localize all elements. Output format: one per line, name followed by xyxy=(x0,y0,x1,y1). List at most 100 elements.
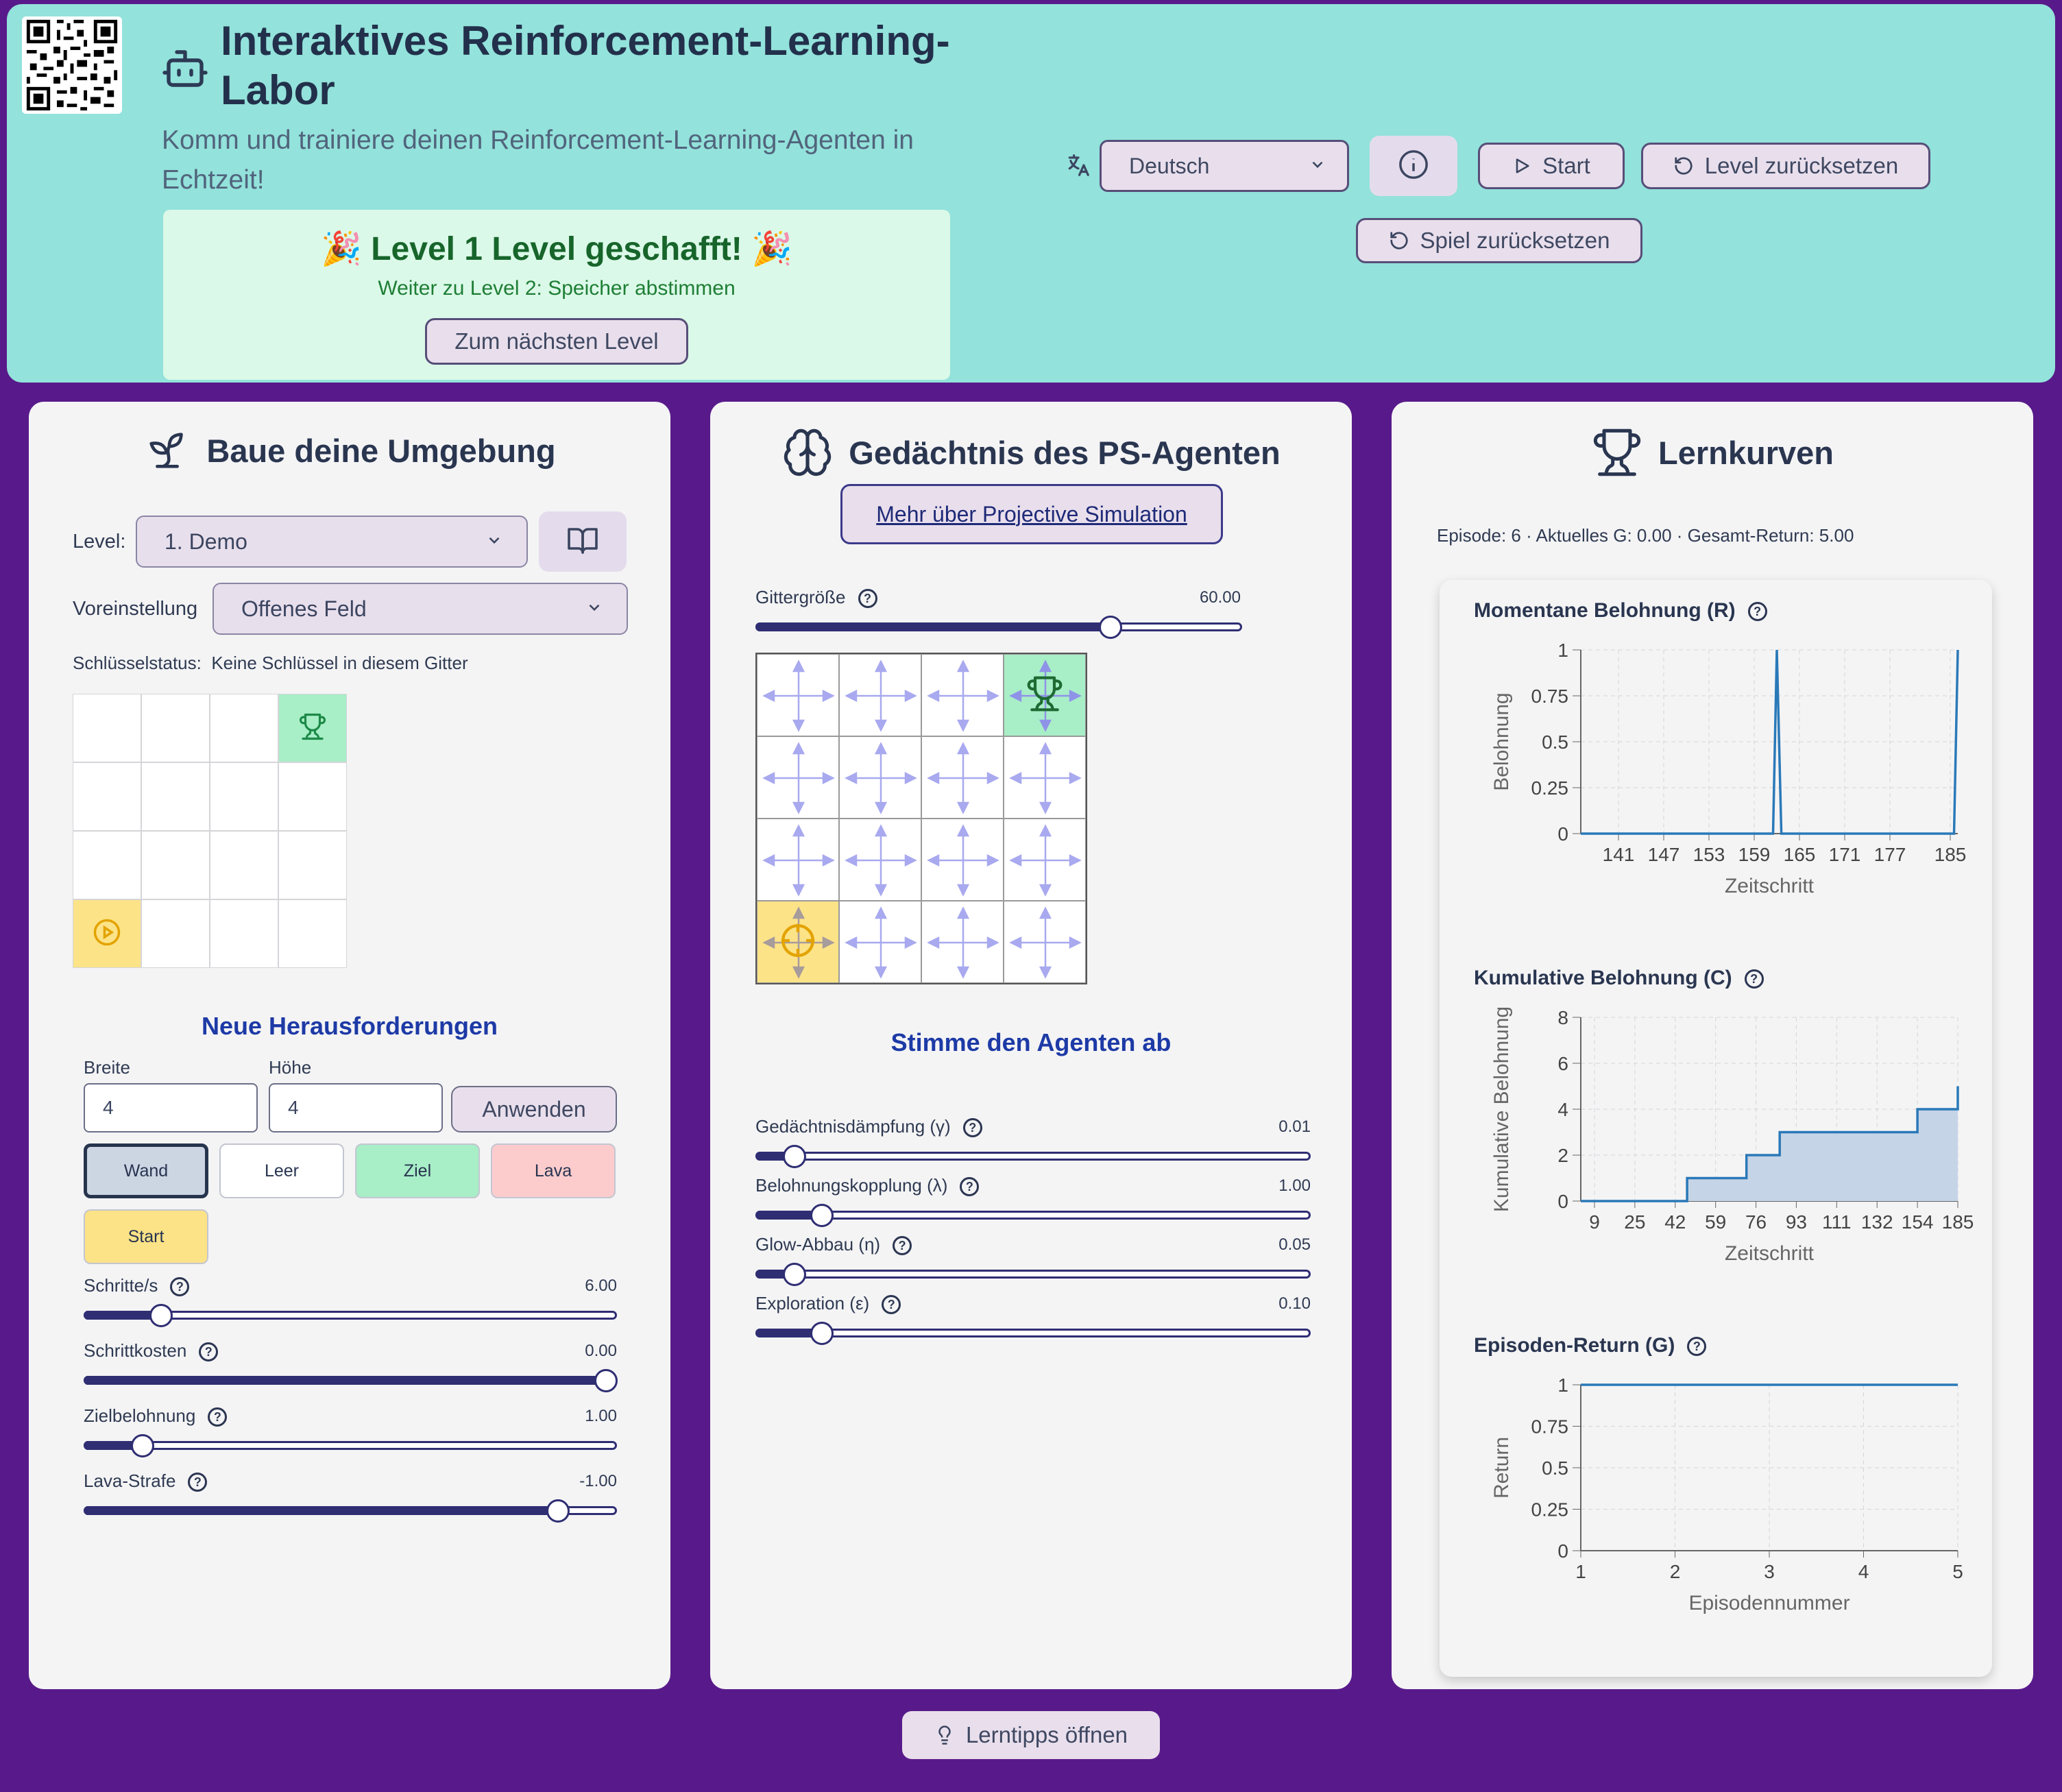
slider-track[interactable] xyxy=(755,1211,1311,1220)
memory-cell xyxy=(757,736,839,819)
tile-start-button[interactable]: Start xyxy=(84,1209,208,1264)
level-select[interactable]: 1. Demo xyxy=(136,516,528,568)
parameter-slider[interactable] xyxy=(755,1145,1311,1168)
grid-cell[interactable] xyxy=(141,762,210,831)
width-input[interactable]: 4 xyxy=(84,1083,258,1133)
chart-return: 0 0.25 0.5 0.75 1 1 2 3 4 5 Episodennummer Return xyxy=(1440,1370,1992,1677)
slider-track[interactable] xyxy=(755,1270,1311,1279)
start-button[interactable]: Start xyxy=(1478,143,1625,189)
grid-size-text: Gittergröße xyxy=(755,587,846,607)
x-tick-label: 165 xyxy=(1784,844,1816,865)
tile-wall-button[interactable]: Wand xyxy=(84,1143,208,1198)
grid-cell[interactable] xyxy=(278,762,347,831)
slider-thumb[interactable] xyxy=(149,1304,173,1327)
x-tick-label: 185 xyxy=(1942,1211,1974,1233)
slider-label-text: Zielbelohnung xyxy=(84,1405,196,1426)
level-guide-button[interactable] xyxy=(539,511,627,572)
qr-code[interactable] xyxy=(22,16,122,114)
parameter-slider[interactable] xyxy=(755,1263,1311,1286)
preset-select[interactable]: Offenes Feld xyxy=(213,583,628,635)
reset-level-button[interactable]: Level zurücksetzen xyxy=(1641,143,1930,189)
slider-thumb[interactable] xyxy=(782,1145,806,1168)
x-tick-label: 132 xyxy=(1861,1211,1893,1233)
y-tick-label: 0 xyxy=(1557,1540,1568,1562)
parameter-slider[interactable] xyxy=(755,1322,1311,1345)
memory-panel-title: Gedächtnis des PS-Agenten xyxy=(710,426,1352,479)
parameter-slider[interactable] xyxy=(84,1499,617,1523)
x-tick-label: 147 xyxy=(1648,844,1680,865)
challenges-heading: Neue Herausforderungen xyxy=(201,1012,498,1040)
grid-cell-goal[interactable] xyxy=(278,694,347,762)
parameter-slider[interactable] xyxy=(755,1204,1311,1227)
learning-tips-button[interactable]: Lerntipps öffnen xyxy=(902,1711,1160,1759)
slider-thumb[interactable] xyxy=(810,1322,834,1345)
memory-title-text: Gedächtnis des PS-Agenten xyxy=(849,434,1281,471)
reset-game-button[interactable]: Spiel zurücksetzen xyxy=(1356,218,1642,263)
help-icon[interactable]: ? xyxy=(1744,969,1764,989)
more-about-ps-link[interactable]: Mehr über Projective Simulation xyxy=(840,484,1223,544)
slider-track[interactable] xyxy=(755,1329,1311,1337)
chart-title-return-text: Episoden-Return (G) xyxy=(1474,1334,1675,1357)
slider-thumb[interactable] xyxy=(810,1204,834,1227)
grid-cell[interactable] xyxy=(73,831,141,899)
environment-panel: Baue deine Umgebung Level: 1. Demo Vorei… xyxy=(29,402,670,1689)
slider-thumb[interactable] xyxy=(594,1369,618,1392)
slider-track[interactable] xyxy=(755,1152,1311,1161)
trophy-icon xyxy=(1026,675,1064,716)
help-icon[interactable]: ? xyxy=(1747,602,1767,622)
grid-cell[interactable] xyxy=(73,694,141,762)
parameter-slider[interactable] xyxy=(84,1304,617,1327)
parameter-slider[interactable] xyxy=(84,1369,618,1392)
x-tick-label: 153 xyxy=(1693,844,1725,865)
slider-fill xyxy=(84,1441,143,1450)
tile-goal-button[interactable]: Ziel xyxy=(355,1143,480,1198)
grid-cell[interactable] xyxy=(210,899,278,968)
help-icon[interactable]: ? xyxy=(858,589,877,609)
grid-cell[interactable] xyxy=(141,694,210,762)
grid-cell[interactable] xyxy=(73,762,141,831)
page-title: Interaktives Reinforcement-Learning-Labo… xyxy=(221,18,950,113)
y-tick-label: 0.5 xyxy=(1542,1457,1568,1479)
grid-size-slider[interactable] xyxy=(755,616,1242,639)
x-tick-label: 185 xyxy=(1934,844,1967,865)
grid-cell[interactable] xyxy=(210,694,278,762)
help-icon[interactable]: ? xyxy=(188,1473,208,1492)
curves-card: Momentane Belohnung (R)? 0 0.25 0.5 0.75 1 14… xyxy=(1440,580,1992,1677)
slider-thumb[interactable] xyxy=(782,1263,806,1286)
banner-title: 🎉 Level 1 Level geschafft! 🎉 xyxy=(321,231,792,267)
parameter-slider[interactable] xyxy=(84,1434,617,1457)
grid-cell[interactable] xyxy=(141,831,210,899)
chevron-down-icon xyxy=(585,596,603,622)
slider-thumb[interactable] xyxy=(1099,616,1123,639)
help-icon[interactable]: ? xyxy=(893,1236,912,1256)
apply-button[interactable]: Anwenden xyxy=(451,1086,617,1133)
grid-cell[interactable] xyxy=(210,762,278,831)
help-icon[interactable]: ? xyxy=(170,1277,190,1297)
trophy-icon xyxy=(298,712,327,744)
slider-track[interactable] xyxy=(84,1441,617,1450)
grid-cell-start[interactable] xyxy=(73,899,141,968)
slider-thumb[interactable] xyxy=(130,1434,154,1457)
info-button[interactable] xyxy=(1370,136,1457,196)
language-select[interactable]: Deutsch xyxy=(1100,140,1349,192)
slider-value: 1.00 xyxy=(1278,1176,1311,1195)
help-icon[interactable]: ? xyxy=(960,1177,980,1197)
grid-cell[interactable] xyxy=(278,831,347,899)
chart-title-reward: Momentane Belohnung (R)? xyxy=(1474,599,1767,622)
grid-cell[interactable] xyxy=(210,831,278,899)
height-input[interactable]: 4 xyxy=(269,1083,443,1133)
grid-cell[interactable] xyxy=(141,899,210,968)
x-tick-label: 3 xyxy=(1764,1561,1775,1582)
tile-empty-button[interactable]: Leer xyxy=(219,1143,344,1198)
help-icon[interactable]: ? xyxy=(208,1407,228,1427)
next-level-button[interactable]: Zum nächsten Level xyxy=(425,318,688,365)
tile-lava-button[interactable]: Lava xyxy=(491,1143,616,1198)
chart-svg: 0 2 4 6 8 9 25 42 59 76 93 111 132 154 185 Zeitschritt K… xyxy=(1490,1006,1974,1265)
slider-thumb[interactable] xyxy=(546,1499,570,1523)
grid-cell[interactable] xyxy=(278,899,347,968)
slider-label: Gedächtnisdämpfung (γ)? xyxy=(755,1116,982,1138)
help-icon[interactable]: ? xyxy=(199,1342,219,1362)
help-icon[interactable]: ? xyxy=(1687,1337,1707,1357)
help-icon[interactable]: ? xyxy=(962,1118,982,1138)
help-icon[interactable]: ? xyxy=(882,1295,901,1315)
